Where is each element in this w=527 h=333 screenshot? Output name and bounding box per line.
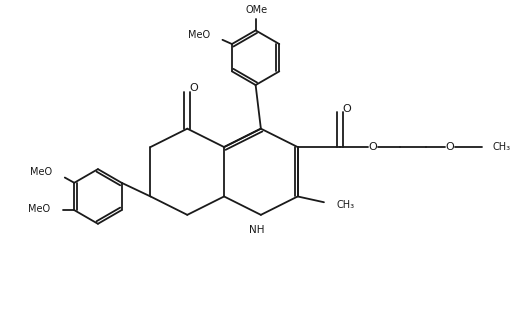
Text: O: O — [368, 142, 377, 152]
Text: O: O — [190, 83, 199, 93]
Text: MeO: MeO — [188, 30, 210, 40]
Text: MeO: MeO — [28, 204, 51, 214]
Text: NH: NH — [249, 224, 265, 234]
Text: CH₃: CH₃ — [492, 142, 510, 152]
Text: MeO: MeO — [30, 167, 52, 177]
Text: OMe: OMe — [246, 5, 268, 15]
Text: O: O — [342, 104, 351, 114]
Text: O: O — [446, 142, 454, 152]
Text: CH₃: CH₃ — [336, 200, 354, 210]
